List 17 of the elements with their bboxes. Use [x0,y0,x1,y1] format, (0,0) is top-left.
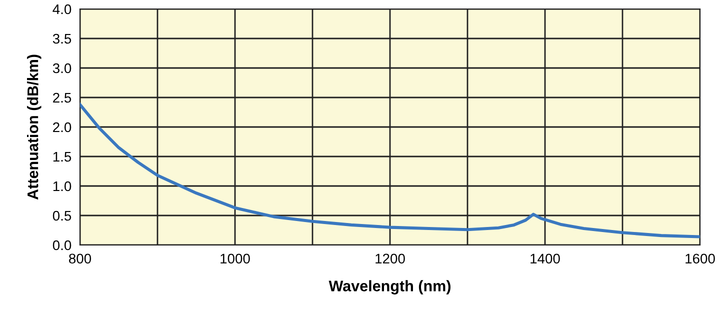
y-tick-label: 0.5 [52,210,72,221]
y-tick-label: 4.0 [52,4,72,14]
y-tick-label: 1.5 [53,152,72,162]
x-tick-label: 800 [69,254,92,264]
x-tick-label: 1400 [530,254,560,264]
y-tick-label: 2.5 [53,92,72,103]
y-tick-label: 1.0 [53,181,72,192]
line-series [80,103,700,238]
x-tick-label: 1000 [220,254,250,264]
x-tick-label: 1200 [376,254,405,264]
y-tick-label: 0.0 [52,240,72,250]
y-tick-label: 3.5 [52,34,72,44]
x-tick-label: 1600 [686,254,715,264]
y-tick-label: 2.0 [53,122,72,132]
x-axis-title: Wavelength (nm) [328,280,450,294]
y-tick-label: 3.0 [52,63,72,74]
y-axis-title: Attenuation (dB/km) [27,54,42,200]
